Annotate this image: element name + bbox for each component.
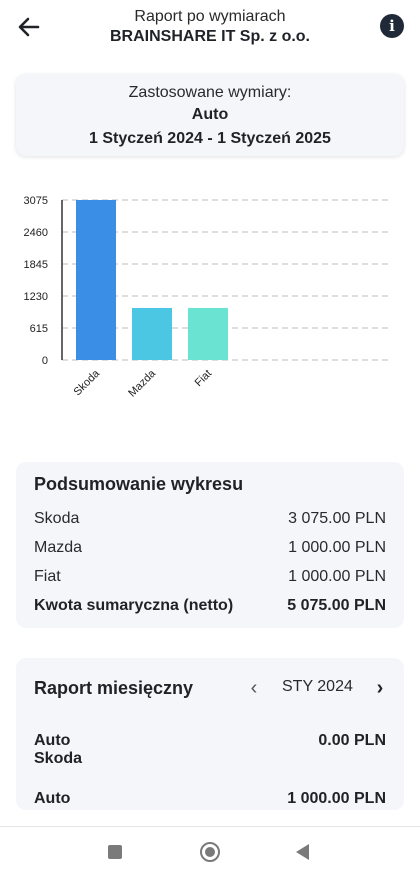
summary-total-row: Kwota sumaryczna (netto) 5 075.00 PLN	[34, 597, 386, 619]
summary-row: Fiat 1 000.00 PLN	[34, 568, 386, 590]
triangle-back-icon[interactable]	[296, 844, 309, 860]
summary-row: Mazda 1 000.00 PLN	[34, 539, 386, 561]
summary-row-label: Mazda	[34, 539, 83, 556]
x-tick-label: Skoda	[72, 367, 103, 398]
y-tick-label: 1230	[24, 291, 48, 303]
bar-skoda	[76, 200, 116, 360]
monthly-item-value: 0.00 PLN	[318, 732, 386, 749]
bar-fiat	[188, 307, 228, 360]
y-tick-label: 1845	[24, 259, 48, 271]
x-tick-label: Fiat	[193, 368, 214, 389]
summary-total-label: Kwota sumaryczna (netto)	[34, 597, 234, 614]
system-navigation-bar	[0, 826, 420, 874]
summary-row-label: Fiat	[34, 568, 61, 585]
y-tick-label: 615	[30, 323, 48, 335]
summary-row-value: 3 075.00 PLN	[288, 510, 386, 527]
info-icon[interactable]: i	[380, 14, 404, 38]
summary-row: Skoda 3 075.00 PLN	[34, 510, 386, 532]
bar-mazda	[132, 307, 172, 360]
dimensions-period: 1 Styczeń 2024 - 1 Styczeń 2025	[89, 130, 331, 147]
chart-summary-card: Podsumowanie wykresu Skoda 3 075.00 PLN …	[16, 462, 404, 628]
circle-icon[interactable]	[200, 842, 220, 862]
chevron-right-icon[interactable]: ›	[376, 677, 384, 699]
x-tick-label: Mazda	[126, 367, 158, 399]
y-tick-label: 0	[42, 355, 48, 367]
summary-title: Podsumowanie wykresu	[34, 474, 244, 494]
monthly-report-card: Raport miesięczny ‹ STY 2024 › Auto Skod…	[16, 658, 404, 810]
summary-row-value: 1 000.00 PLN	[288, 568, 386, 585]
summary-row-value: 1 000.00 PLN	[288, 539, 386, 556]
y-tick-label: 2460	[24, 227, 48, 239]
top-bar: Raport po wymiarach BRAINSHARE IT Sp. z …	[0, 0, 420, 64]
dimensions-label: Zastosowane wymiary:	[128, 84, 292, 101]
dimensions-value: Auto	[191, 106, 229, 123]
summary-total-value: 5 075.00 PLN	[287, 597, 386, 614]
y-tick-label: 3075	[24, 195, 48, 207]
company-name: BRAINSHARE IT Sp. z o.o.	[110, 28, 310, 45]
bar-chart: 0 615 1230 1845 2460 3075 Skoda Mazda Fiat	[24, 195, 392, 399]
monthly-item-name: Skoda	[34, 750, 83, 767]
monthly-item-dimension: Auto	[34, 732, 71, 749]
monthly-item-value: 1 000.00 PLN	[287, 790, 386, 807]
page-title: Raport po wymiarach	[134, 8, 286, 25]
square-icon[interactable]	[108, 845, 122, 859]
applied-dimensions-card: Zastosowane wymiary: Auto 1 Styczeń 2024…	[16, 74, 404, 156]
month-selector-label: STY 2024	[282, 678, 353, 695]
monthly-item-dimension: Auto	[34, 790, 71, 807]
arrow-left-icon	[18, 17, 40, 37]
chevron-left-icon[interactable]: ‹	[250, 677, 258, 699]
summary-row-label: Skoda	[34, 510, 80, 527]
monthly-report-title: Raport miesięczny	[34, 678, 194, 698]
back-button[interactable]	[14, 12, 44, 42]
